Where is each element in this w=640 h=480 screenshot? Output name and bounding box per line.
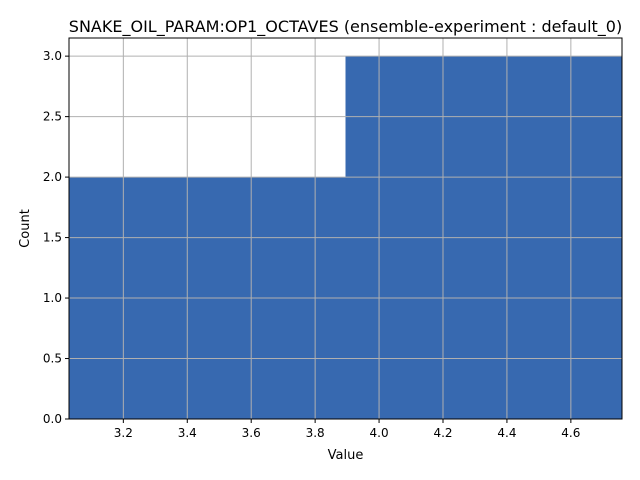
- y-tick-label: 0.5: [43, 352, 62, 366]
- y-axis-label: Count: [18, 209, 33, 248]
- x-tick-label: 3.6: [242, 426, 261, 440]
- x-axis-ticks: 3.2 3.4 3.6 3.8 4.0 4.2 4.4 4.6: [114, 419, 580, 440]
- y-tick-label: 2.0: [43, 170, 62, 184]
- x-tick-label: 3.2: [114, 426, 133, 440]
- x-tick-label: 4.2: [433, 426, 452, 440]
- x-tick-label: 4.4: [497, 426, 516, 440]
- y-tick-label: 3.0: [43, 49, 62, 63]
- x-tick-label: 4.6: [561, 426, 580, 440]
- x-tick-label: 3.4: [178, 426, 197, 440]
- y-axis-ticks: 0.0 0.5 1.0 1.5 2.0 2.5 3.0: [43, 49, 69, 426]
- grid-group: [69, 38, 622, 420]
- plot-frame: [68, 37, 623, 420]
- x-axis-label: Value: [328, 448, 364, 463]
- y-tick-label: 1.0: [43, 291, 62, 305]
- y-tick-label: 0.0: [43, 412, 62, 426]
- chart-title: SNAKE_OIL_PARAM:OP1_OCTAVES (ensemble-ex…: [69, 17, 622, 37]
- x-tick-label: 4.0: [370, 426, 389, 440]
- x-tick-label: 3.8: [306, 426, 325, 440]
- y-tick-label: 1.5: [43, 231, 62, 245]
- y-tick-label: 2.5: [43, 110, 62, 124]
